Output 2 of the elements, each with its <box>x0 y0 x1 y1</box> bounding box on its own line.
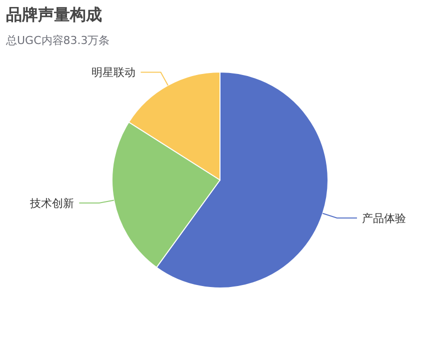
title: 品牌声量构成 <box>6 5 102 24</box>
subtitle: 总UGC内容83.3万条 <box>6 34 110 47</box>
